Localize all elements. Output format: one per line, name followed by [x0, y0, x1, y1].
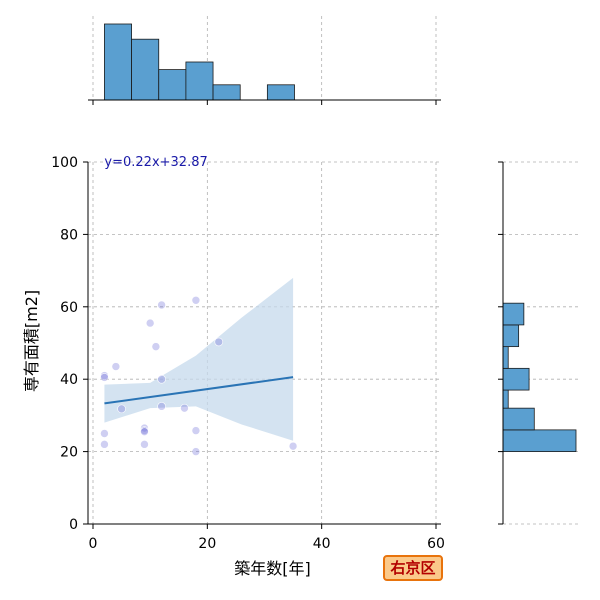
y-tick-label: 100 [51, 155, 78, 171]
regression-line [104, 376, 294, 405]
right-hist-bar [502, 429, 577, 453]
data-point [100, 371, 109, 380]
confidence-band [104, 277, 294, 441]
data-point [145, 318, 155, 328]
right-hist-bar [502, 389, 509, 409]
top-hist-bar [104, 23, 132, 101]
y-tick-label: 40 [60, 372, 78, 388]
y-tick-label: 80 [60, 227, 78, 243]
top-hist-bar [266, 84, 295, 101]
y-tick-label: 0 [69, 517, 78, 533]
right-hist-bar [502, 324, 520, 348]
data-point [214, 337, 224, 347]
x-marginal-histogram [88, 16, 441, 105]
ward-badge: 右京区 [383, 555, 443, 581]
scatter-plot: 0 20 40 60 0 20 40 60 80 100 築年数[年] 専有面積[m2] y=0.22x… [22, 155, 445, 578]
regression-equation: y=0.22x+32.87 [104, 155, 207, 170]
data-point [100, 429, 109, 438]
top-hist-bar [158, 69, 187, 101]
y-marginal-histogram [498, 161, 580, 525]
x-tick-label: 60 [427, 536, 445, 552]
data-point [191, 295, 201, 305]
top-hist-bar [212, 84, 241, 101]
data-point [140, 440, 149, 449]
data-point [140, 423, 149, 433]
data-point [100, 440, 109, 449]
y-tick-label: 60 [60, 300, 78, 316]
data-point [100, 373, 109, 382]
data-point [288, 441, 298, 451]
y-tick-label: 20 [60, 445, 78, 461]
data-point [157, 402, 166, 411]
right-hist-bar [502, 407, 535, 431]
data-point [140, 427, 149, 436]
y-axis-label: 専有面積[m2] [22, 290, 41, 392]
x-axis-label: 築年数[年] [234, 559, 311, 578]
right-hist-bar [502, 367, 530, 391]
data-point [157, 374, 166, 384]
data-point [191, 426, 201, 435]
data-point [191, 447, 201, 456]
data-point [111, 362, 121, 371]
right-hist-bar [502, 302, 525, 326]
top-hist-bar [185, 61, 214, 101]
x-tick-label: 20 [198, 536, 216, 552]
data-point [117, 404, 126, 414]
x-tick-label: 0 [89, 536, 98, 552]
data-point [180, 403, 189, 413]
right-hist-bar [502, 346, 509, 369]
x-tick-label: 40 [313, 536, 331, 552]
data-point [151, 342, 161, 351]
data-point [157, 300, 166, 310]
top-hist-bar [131, 38, 160, 101]
